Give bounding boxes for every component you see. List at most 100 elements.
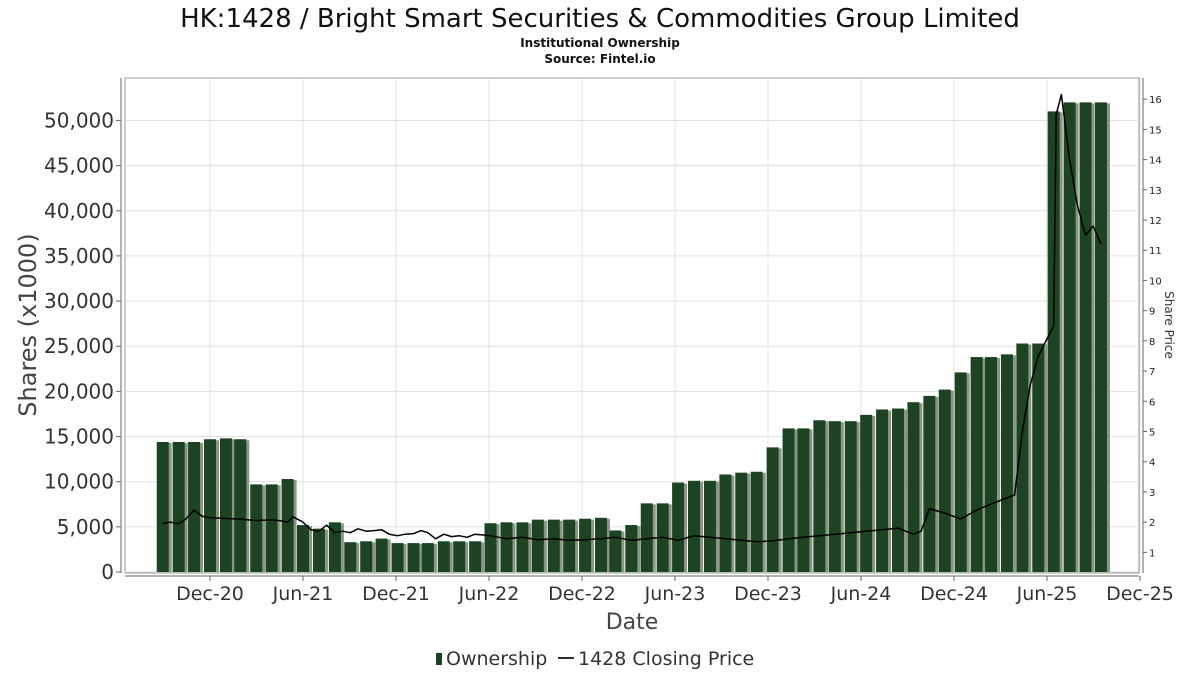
- ownership-bar: [813, 420, 826, 572]
- ownership-bar: [688, 480, 701, 572]
- x-tick-label: Jun-23: [644, 583, 706, 605]
- ownership-bar: [547, 519, 560, 572]
- x-tick-label: Jun-22: [458, 583, 520, 605]
- right-tick-label: 10: [1149, 276, 1162, 287]
- ownership-bar: [407, 543, 420, 572]
- ownership-bar: [579, 518, 592, 572]
- ownership-bar: [328, 522, 341, 572]
- ownership-bar: [250, 484, 263, 572]
- ownership-bar: [609, 530, 622, 572]
- ownership-bar: [797, 428, 810, 572]
- ownership-bar: [907, 402, 920, 572]
- ownership-bar: [437, 541, 450, 572]
- ownership-bars: [156, 102, 1110, 573]
- ownership-bar: [265, 484, 278, 572]
- price-line: [162, 93, 1102, 543]
- ownership-bar: [828, 421, 841, 572]
- ownership-bar: [453, 541, 466, 572]
- right-tick-label: 5: [1149, 428, 1155, 439]
- x-tick-label: Dec-23: [734, 583, 802, 605]
- ownership-bar: [938, 389, 951, 572]
- right-tick-label: 8: [1149, 337, 1155, 348]
- left-tick-label: 10,000: [44, 470, 114, 494]
- right-tick-label: 9: [1149, 307, 1155, 318]
- x-tick-label: Jun-21: [272, 583, 334, 605]
- left-tick-label: 20,000: [44, 379, 114, 403]
- ownership-bar: [1016, 343, 1029, 572]
- ownership-bar: [703, 480, 716, 572]
- ownership-bar: [1079, 102, 1092, 572]
- ownership-bar: [531, 519, 544, 572]
- x-tick-label: Dec-22: [548, 583, 616, 605]
- ownership-bar: [844, 421, 857, 572]
- ownership-bar: [954, 372, 967, 572]
- x-axis-label: Date: [606, 610, 659, 635]
- ownership-bar: [391, 543, 404, 572]
- price-line-layer: [162, 93, 1102, 543]
- ownership-bar: [421, 543, 434, 572]
- legend: Ownership 1428 Closing Price: [436, 648, 754, 670]
- ownership-bar: [1032, 343, 1045, 572]
- ownership-bar: [516, 522, 529, 572]
- ownership-bar: [1047, 111, 1060, 573]
- x-tick-label: Dec-20: [176, 583, 244, 605]
- right-tick-label: 15: [1149, 125, 1162, 136]
- ownership-bar: [500, 522, 513, 572]
- x-axis: Dec-20 Jun-21 Dec-21 Jun-22 Dec-22 Jun-23 Dec-…: [125, 575, 1174, 605]
- ownership-bar: [188, 441, 201, 572]
- chart-subtitle-ownership: Institutional Ownership: [520, 36, 680, 50]
- ownership-bar: [204, 439, 216, 572]
- ownership-bar: [970, 357, 983, 572]
- x-tick-label: Dec-24: [920, 583, 988, 605]
- ownership-bar: [234, 439, 247, 572]
- ownership-bar: [469, 541, 482, 572]
- ownership-bar: [876, 409, 889, 572]
- left-tick-label: 25,000: [44, 334, 114, 358]
- ownership-bar: [312, 528, 325, 572]
- ownership-bar: [281, 478, 294, 572]
- right-tick-label: 2: [1149, 518, 1155, 529]
- ownership-bar: [640, 503, 653, 572]
- ownership-bar: [344, 542, 357, 572]
- ownership-bar: [297, 525, 309, 572]
- legend-ownership-label: Ownership: [446, 648, 547, 670]
- chart-title: HK:1428 / Bright Smart Securities & Comm…: [180, 4, 1020, 34]
- ownership-bar: [172, 441, 185, 572]
- left-tick-label: 15,000: [44, 425, 114, 449]
- right-tick-label: 3: [1149, 488, 1155, 499]
- ownership-bar: [984, 357, 997, 572]
- ownership-bar: [735, 472, 748, 572]
- right-tick-label: 1: [1149, 548, 1155, 559]
- ownership-bar: [891, 408, 904, 572]
- left-tick-label: 45,000: [44, 154, 114, 178]
- right-tick-label: 6: [1149, 397, 1155, 408]
- ownership-bar: [375, 538, 388, 572]
- right-tick-label: 4: [1149, 458, 1155, 469]
- ownership-bar: [1000, 354, 1013, 572]
- ownership-bar: [1063, 102, 1076, 572]
- legend-ownership-swatch: [436, 653, 442, 665]
- left-y-axis: 0 5,000 10,000 15,000 20,000 25,000 30,000 35,0…: [44, 78, 122, 584]
- ownership-bar: [595, 517, 608, 572]
- ownership-bar: [923, 395, 936, 572]
- ownership-bar: [156, 441, 169, 572]
- ownership-bar: [766, 447, 779, 572]
- left-tick-label: 40,000: [44, 199, 114, 223]
- ownership-bar: [1094, 102, 1107, 572]
- left-tick-label: 0: [101, 560, 114, 584]
- ownership-bar: [360, 541, 373, 572]
- right-tick-label: 12: [1149, 216, 1162, 227]
- ownership-bar: [860, 414, 873, 572]
- x-tick-label: Dec-21: [362, 583, 430, 605]
- y-axis-left-label: Shares (x1000): [14, 233, 42, 416]
- ownership-bar: [484, 523, 497, 572]
- ownership-bar: [750, 471, 763, 572]
- right-tick-label: 11: [1149, 246, 1162, 257]
- left-tick-label: 50,000: [44, 108, 114, 132]
- x-tick-label: Jun-24: [830, 583, 892, 605]
- chart-subtitle-source: Source: Fintel.io: [544, 52, 655, 66]
- grid-lines: [125, 78, 1141, 573]
